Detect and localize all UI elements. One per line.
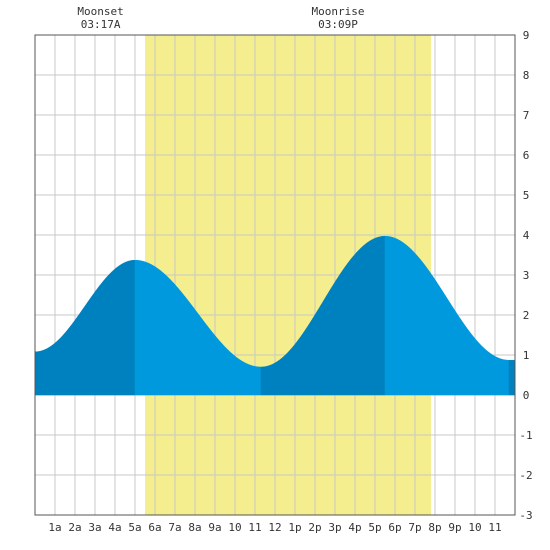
tide-area-rising <box>508 359 516 396</box>
x-tick-label: 1p <box>288 521 301 534</box>
x-tick-label: 5a <box>128 521 141 534</box>
grid-layer <box>35 35 515 515</box>
plot-frame <box>34 34 516 516</box>
label-layer: 1a 2a 3a 4a 5a 6a 7a 8a 9a 10 11 12 1p 2p 3p 4p 5p 6p 7p 8p… <box>48 5 532 534</box>
x-tick-label: 2p <box>308 521 321 534</box>
y-tick-label: 6 <box>523 149 530 162</box>
y-tick-label: -2 <box>519 469 532 482</box>
tide-area-layer <box>34 235 516 396</box>
x-tick-label: 5p <box>368 521 381 534</box>
frame-layer <box>34 34 516 516</box>
x-tick-label: 4p <box>348 521 361 534</box>
annotation-title: Moonset <box>77 5 123 18</box>
x-tick-label: 3a <box>88 521 101 534</box>
x-tick-label: 10 <box>228 521 241 534</box>
x-tick-label: 6a <box>148 521 161 534</box>
x-tick-label: 7p <box>408 521 421 534</box>
y-tick-label: 5 <box>523 189 530 202</box>
x-tick-label: 2a <box>68 521 81 534</box>
y-tick-label: 1 <box>523 349 530 362</box>
y-tick-label: 9 <box>523 29 530 42</box>
annotation-time: 03:17A <box>81 18 121 31</box>
y-tick-label: 7 <box>523 109 530 122</box>
tide-area-rising <box>260 235 386 396</box>
x-tick-label: 12 <box>268 521 281 534</box>
x-tick-label: 1a <box>48 521 61 534</box>
x-tick-label: 9p <box>448 521 461 534</box>
x-tick-label: 8p <box>428 521 441 534</box>
annotation-time: 03:09P <box>318 18 358 31</box>
x-tick-label: 11 <box>488 521 501 534</box>
y-tick-label: 0 <box>523 389 530 402</box>
x-tick-label: 10 <box>468 521 481 534</box>
x-tick-label: 11 <box>248 521 261 534</box>
y-tick-label: -1 <box>519 429 532 442</box>
annotation-title: Moonrise <box>312 5 365 18</box>
y-tick-label: -3 <box>519 509 532 522</box>
tide-area-rising <box>34 259 136 396</box>
x-tick-label: 3p <box>328 521 341 534</box>
y-tick-label: 2 <box>523 309 530 322</box>
y-tick-label: 8 <box>523 69 530 82</box>
y-tick-label: 4 <box>523 229 530 242</box>
x-tick-label: 8a <box>188 521 201 534</box>
x-tick-label: 4a <box>108 521 121 534</box>
x-tick-label: 6p <box>388 521 401 534</box>
x-tick-label: 9a <box>208 521 221 534</box>
tide-area-falling <box>134 259 262 396</box>
x-tick-label: 7a <box>168 521 181 534</box>
y-tick-label: 3 <box>523 269 530 282</box>
tide-area-falling <box>384 235 510 396</box>
